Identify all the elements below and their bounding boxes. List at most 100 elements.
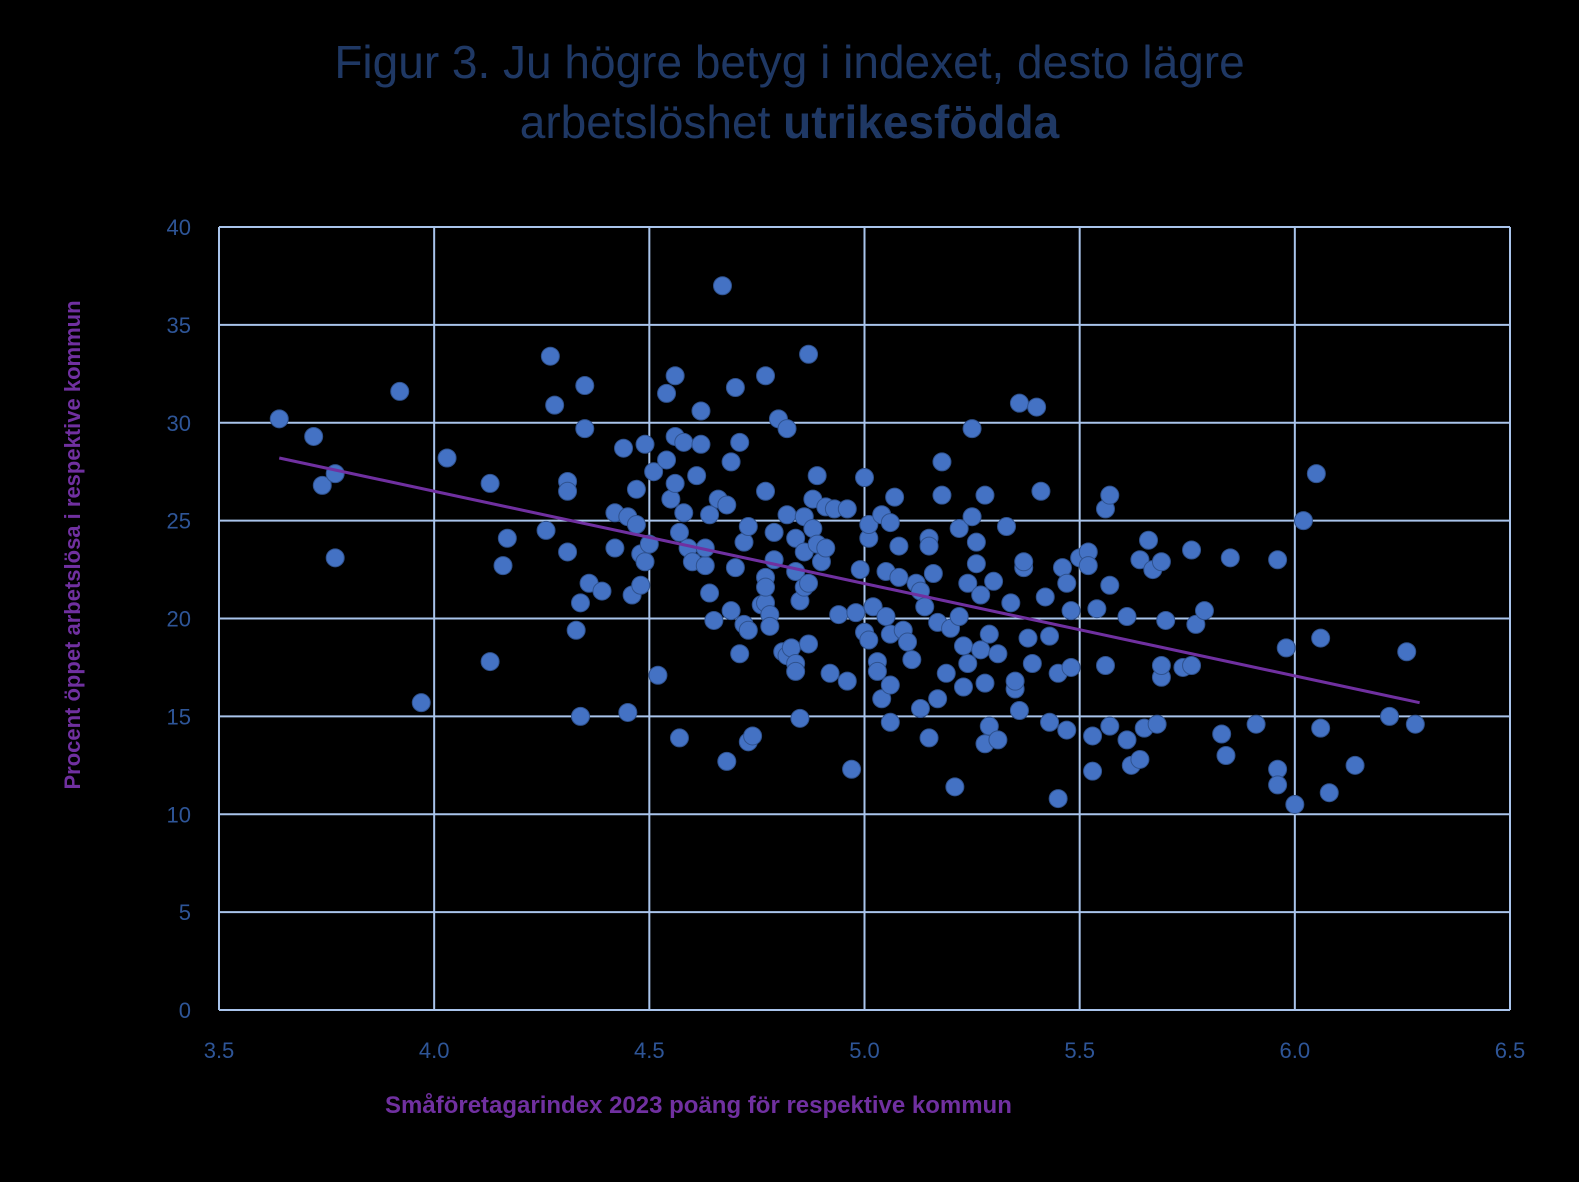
- data-point: [497, 528, 517, 548]
- data-point: [966, 532, 986, 552]
- data-point: [1061, 657, 1081, 677]
- y-tick-label: 10: [167, 802, 191, 827]
- data-point: [1014, 552, 1034, 572]
- data-point: [1220, 548, 1240, 568]
- data-point: [820, 663, 840, 683]
- data-point: [1117, 607, 1137, 627]
- data-point: [919, 536, 939, 556]
- data-point: [626, 515, 646, 535]
- data-point: [880, 712, 900, 732]
- data-point: [480, 652, 500, 672]
- data-point: [1009, 393, 1029, 413]
- data-point: [1078, 556, 1098, 576]
- data-point: [1057, 573, 1077, 593]
- data-point: [898, 632, 918, 652]
- data-point: [669, 522, 689, 542]
- data-points: [269, 276, 1425, 814]
- data-point: [592, 581, 612, 601]
- data-point: [945, 777, 965, 797]
- data-point: [558, 542, 578, 562]
- data-point: [325, 548, 345, 568]
- data-point: [850, 560, 870, 580]
- data-point: [1031, 481, 1051, 501]
- data-point: [1285, 794, 1305, 814]
- data-point: [721, 452, 741, 472]
- data-point: [816, 538, 836, 558]
- data-point: [575, 376, 595, 396]
- data-point: [570, 593, 590, 613]
- data-point: [975, 485, 995, 505]
- data-point: [1083, 726, 1103, 746]
- data-point: [837, 499, 857, 519]
- data-point: [269, 409, 289, 429]
- data-point: [437, 448, 457, 468]
- data-point: [760, 616, 780, 636]
- data-point: [712, 276, 732, 296]
- data-point: [984, 571, 1004, 591]
- data-point: [975, 673, 995, 693]
- data-point: [928, 689, 948, 709]
- data-point: [1268, 775, 1288, 795]
- data-point: [743, 726, 763, 746]
- data-point: [1130, 749, 1150, 769]
- data-point: [1018, 628, 1038, 648]
- data-point: [1083, 761, 1103, 781]
- data-point: [958, 573, 978, 593]
- data-point: [1345, 755, 1365, 775]
- data-point: [988, 644, 1008, 664]
- data-point: [674, 503, 694, 523]
- data-point: [1182, 540, 1202, 560]
- data-point: [1246, 714, 1266, 734]
- data-point: [704, 610, 724, 630]
- data-point: [657, 383, 677, 403]
- data-point: [411, 693, 431, 713]
- data-point: [790, 708, 810, 728]
- data-point: [1319, 783, 1339, 803]
- data-point: [863, 597, 883, 617]
- data-point: [859, 515, 879, 535]
- data-point: [1005, 671, 1025, 691]
- data-point: [721, 601, 741, 621]
- data-point: [1311, 718, 1331, 738]
- data-point: [867, 661, 887, 681]
- data-point: [730, 432, 750, 452]
- x-tick-label: 4.5: [634, 1038, 665, 1063]
- data-point: [738, 620, 758, 640]
- data-point: [1156, 610, 1176, 630]
- data-point: [1139, 530, 1159, 550]
- data-point: [1040, 712, 1060, 732]
- data-point: [390, 381, 410, 401]
- data-point: [725, 558, 745, 578]
- grid-lines: [218, 226, 1511, 1011]
- title-line-2-regular: arbetslöshet: [519, 96, 784, 148]
- title-line-2: arbetslöshet utrikesfödda: [0, 92, 1579, 152]
- data-point: [837, 671, 857, 691]
- data-point: [1293, 511, 1313, 531]
- data-point: [575, 419, 595, 439]
- chart-title: Figur 3. Ju högre betyg i indexet, desto…: [0, 32, 1579, 152]
- data-point: [919, 728, 939, 748]
- data-point: [829, 605, 849, 625]
- data-point: [979, 624, 999, 644]
- data-point: [889, 536, 909, 556]
- data-point: [997, 516, 1017, 536]
- data-point: [700, 583, 720, 603]
- data-point: [1117, 730, 1137, 750]
- y-tick-label: 0: [179, 998, 191, 1023]
- data-point: [799, 634, 819, 654]
- data-point: [626, 479, 646, 499]
- data-point: [687, 466, 707, 486]
- data-point: [691, 434, 711, 454]
- data-point: [674, 432, 694, 452]
- data-point: [570, 706, 590, 726]
- data-point: [1100, 485, 1120, 505]
- data-point: [1147, 714, 1167, 734]
- data-point: [962, 419, 982, 439]
- data-point: [1061, 601, 1081, 621]
- data-point: [665, 366, 685, 386]
- data-point: [304, 426, 324, 446]
- x-tick-label: 5.5: [1064, 1038, 1095, 1063]
- x-tick-label: 5.0: [849, 1038, 880, 1063]
- data-point: [1186, 614, 1206, 634]
- data-point: [1182, 655, 1202, 675]
